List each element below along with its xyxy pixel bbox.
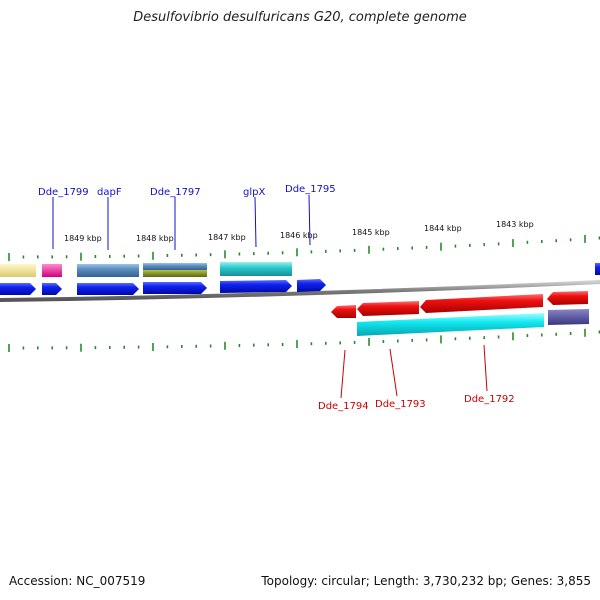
gene-arrow-forward[interactable]: [77, 283, 139, 295]
scale-ticks-inner: [8, 328, 600, 352]
scale-ticks-outer: [8, 234, 600, 261]
gene-arrow-forward[interactable]: [143, 282, 207, 294]
forward-feature-bars: [0, 262, 292, 277]
forward-gene-labels: Dde_1799 dapF Dde_1797 glpX Dde_1795: [38, 184, 336, 250]
gene-arrow-forward[interactable]: [297, 279, 326, 292]
feature-bar: [220, 262, 292, 276]
gene-arrow-forward[interactable]: [42, 283, 62, 295]
gene-label[interactable]: Dde_1792: [464, 394, 515, 405]
feature-bar: [0, 264, 36, 277]
gene-label[interactable]: Dde_1795: [285, 184, 336, 195]
label-leader-line: [308, 194, 311, 246]
feature-bar: [42, 264, 62, 277]
gene-label[interactable]: Dde_1797: [150, 187, 201, 198]
label-leader-line: [340, 349, 346, 399]
genome-summary-text: Topology: circular; Length: 3,730,232 bp…: [261, 574, 591, 588]
scale-label: 1847 kbp: [208, 233, 246, 242]
feature-bar: [548, 309, 589, 325]
gene-arrow-reverse[interactable]: [331, 305, 356, 318]
scale-labels: 1849 kbp 1848 kbp 1847 kbp 1846 kbp 1845…: [64, 220, 534, 243]
scale-label: 1849 kbp: [64, 234, 102, 243]
gene-arrow-reverse[interactable]: [357, 301, 419, 316]
feature-bar: [143, 270, 207, 277]
gene-arrow-reverse[interactable]: [547, 291, 588, 305]
accession-text: Accession: NC_007519: [9, 574, 146, 588]
scale-label: 1845 kbp: [352, 228, 390, 237]
label-leader-line: [254, 196, 257, 248]
gene-label[interactable]: glpX: [243, 187, 265, 198]
gene-arrow-forward[interactable]: [0, 283, 36, 295]
feature-bar: [143, 263, 207, 270]
genome-title: Desulfovibrio desulfuricans G20, complet…: [133, 10, 467, 25]
gene-label[interactable]: Dde_1793: [375, 399, 426, 410]
label-leader-line: [389, 348, 398, 397]
gene-arrow-forward[interactable]: [220, 280, 292, 293]
gene-arrow-reverse[interactable]: [420, 294, 543, 313]
genome-backbone: [0, 280, 600, 302]
gene-arrow-forward[interactable]: [595, 263, 600, 275]
feature-bar: [357, 313, 544, 336]
reverse-genes[interactable]: [331, 291, 588, 318]
scale-label: 1844 kbp: [424, 224, 462, 233]
gene-label[interactable]: Dde_1799: [38, 187, 89, 198]
gene-label[interactable]: Dde_1794: [318, 401, 369, 412]
forward-genes[interactable]: [0, 263, 600, 295]
scale-label: 1848 kbp: [136, 234, 174, 243]
reverse-feature-bars: [357, 309, 589, 336]
reverse-gene-labels: Dde_1794 Dde_1793 Dde_1792: [318, 344, 515, 412]
feature-bar: [77, 264, 139, 277]
gene-label[interactable]: dapF: [97, 187, 122, 198]
label-leader-line: [483, 344, 488, 392]
scale-label: 1843 kbp: [496, 220, 534, 229]
scale-label: 1846 kbp: [280, 231, 318, 240]
